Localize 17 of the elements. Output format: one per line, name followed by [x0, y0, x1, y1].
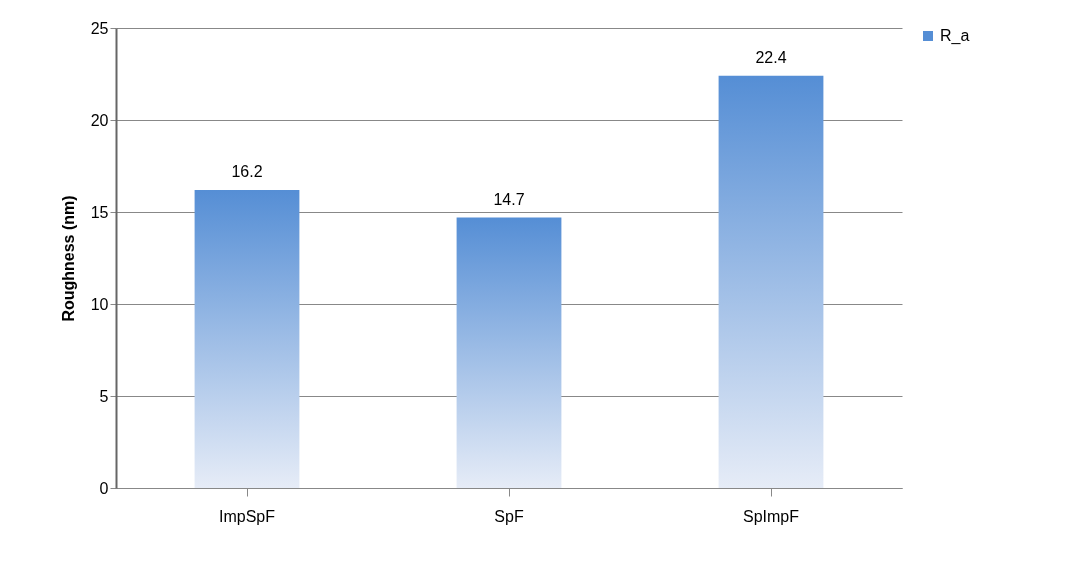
bar — [718, 75, 824, 488]
x-tick-label: SpF — [494, 507, 524, 525]
y-tick-label: 15 — [90, 203, 109, 221]
data-label: 22.4 — [755, 48, 787, 66]
y-tick-label: 20 — [90, 111, 109, 129]
data-label: 16.2 — [231, 162, 263, 180]
y-tick-label: 5 — [99, 387, 109, 405]
legend-label: R_a — [940, 27, 970, 45]
y-tick-label: 0 — [99, 479, 109, 497]
y-axis-title: Roughness (nm) — [59, 195, 77, 322]
y-tick-label: 25 — [90, 19, 109, 37]
x-tick-label: SpImpF — [742, 507, 800, 525]
bar — [194, 189, 300, 488]
bar — [456, 217, 562, 488]
data-label: 14.7 — [493, 190, 525, 208]
y-tick-label: 10 — [90, 295, 109, 313]
x-tick-label: ImpSpF — [218, 507, 276, 525]
